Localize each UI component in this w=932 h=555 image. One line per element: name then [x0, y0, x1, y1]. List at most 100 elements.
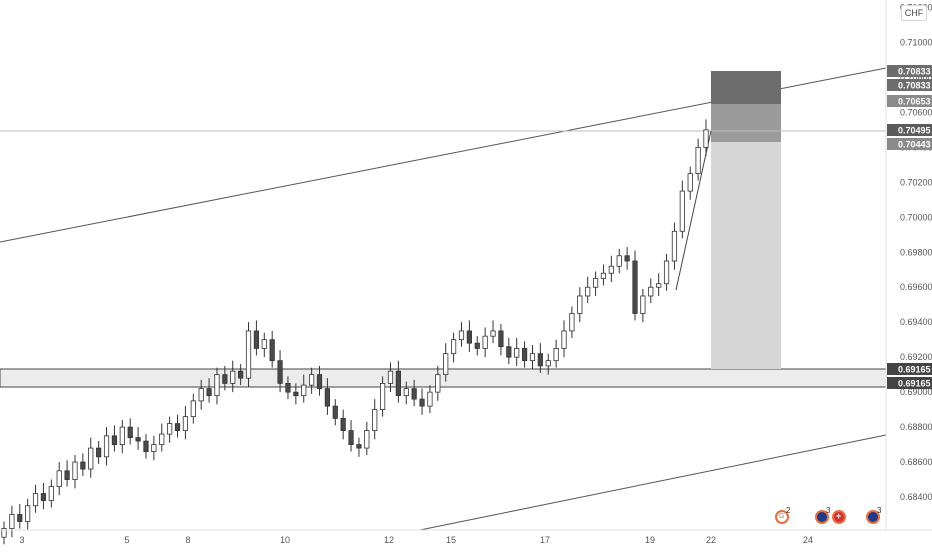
- price-tick-label: 0.70000: [900, 212, 932, 222]
- time-tick-label: 10: [280, 535, 290, 545]
- candle-body: [261, 339, 267, 349]
- candle-body: [222, 374, 228, 384]
- candle-body: [72, 461, 78, 480]
- candle-body: [340, 417, 346, 431]
- price-label-text: 0.70833: [898, 67, 931, 77]
- time-tick-label: 8: [185, 535, 190, 545]
- candle-body: [387, 370, 394, 384]
- support-zone[interactable]: [0, 368, 887, 388]
- time-tick-label: 24: [803, 535, 813, 545]
- candle-body: [285, 382, 291, 393]
- price-tick-label: 0.69800: [900, 247, 932, 257]
- candle-body: [466, 330, 472, 344]
- candle-body: [553, 348, 559, 362]
- candle-body: [206, 388, 212, 397]
- candle-body: [151, 444, 157, 452]
- candle-body: [411, 388, 417, 400]
- candle-body: [514, 348, 520, 358]
- price-label-text: 0.69165: [898, 365, 931, 375]
- candle-body: [569, 313, 575, 332]
- event-count: 2: [786, 506, 791, 515]
- drawings[interactable]: [0, 67, 887, 531]
- price-labels: 0.70833 0.70833 0.70653 0.70495 0.70443 0.691…: [887, 65, 932, 389]
- candle-body: [214, 374, 220, 397]
- candle-body: [293, 391, 299, 397]
- price-tick-label: 0.71000: [900, 37, 932, 47]
- candle-body: [324, 388, 330, 407]
- time-axis[interactable]: 3 5 8 10 12 15 17 19 22 24: [19, 535, 813, 545]
- candle-body: [277, 360, 283, 384]
- switzerland-flag-icon[interactable]: +: [832, 510, 846, 524]
- candle-body: [269, 339, 275, 362]
- candle-body: [498, 330, 504, 348]
- candle-body: [616, 255, 622, 267]
- time-tick-label: 15: [446, 535, 456, 545]
- candle-body: [174, 423, 181, 431]
- candle-body: [490, 330, 496, 337]
- candle-body: [529, 353, 536, 362]
- candle-body: [230, 370, 236, 384]
- price-label-badge: [887, 377, 932, 389]
- candle-body: [695, 146, 701, 174]
- projection-line[interactable]: [675, 130, 712, 291]
- candle-body: [364, 430, 370, 449]
- candle-body: [632, 260, 638, 314]
- candle-body: [474, 342, 480, 349]
- candle-body: [663, 260, 670, 285]
- candle-body: [687, 173, 693, 192]
- short-position-target-zone[interactable]: [711, 142, 781, 369]
- lower-trendline[interactable]: [419, 434, 887, 531]
- candle-body: [600, 272, 607, 279]
- candle-body: [506, 346, 512, 358]
- short-position-risk-zone[interactable]: [711, 104, 781, 142]
- candle-body: [608, 265, 614, 274]
- candle-body: [56, 470, 62, 487]
- candle-body: [624, 255, 630, 262]
- price-tick-label: 0.69200: [900, 352, 932, 362]
- candle-body: [679, 190, 685, 232]
- candle-body: [143, 440, 149, 452]
- candle-body: [656, 283, 662, 288]
- australia-flag-icon[interactable]: [815, 510, 829, 524]
- candle-body: [356, 444, 362, 449]
- candle-body: [395, 370, 401, 397]
- candle-body: [198, 388, 204, 402]
- candle-body: [577, 295, 583, 314]
- candle-body: [103, 435, 110, 458]
- candle-body: [640, 295, 646, 314]
- short-position-stop-zone[interactable]: [711, 71, 781, 104]
- price-tick-label: 0.70200: [900, 177, 932, 187]
- candle-body: [561, 330, 567, 349]
- candle-body: [64, 470, 70, 480]
- candle-body: [648, 286, 654, 297]
- price-label-text: 0.70653: [898, 97, 931, 107]
- time-tick-label: 5: [124, 535, 129, 545]
- time-tick-label: 3: [19, 535, 24, 545]
- price-label-badge: [887, 124, 932, 136]
- price-label-text: 0.69165: [898, 379, 931, 389]
- candle-body: [419, 398, 425, 407]
- price-label-badge: [887, 363, 932, 375]
- price-axis[interactable]: 0.712000.710000.708000.706000.704000.702…: [900, 2, 932, 502]
- time-tick-label: 17: [540, 535, 550, 545]
- candle-body: [96, 447, 102, 458]
- currency-badge[interactable]: CHF: [901, 5, 927, 21]
- candle-body: [671, 230, 678, 262]
- candle-body: [25, 505, 31, 522]
- price-tick-label: 0.68400: [900, 492, 932, 502]
- candle-body: [182, 416, 189, 431]
- candle-body: [238, 370, 244, 379]
- candle-body: [309, 374, 315, 386]
- candles: [1, 119, 709, 545]
- price-tick-label: 0.68600: [900, 457, 932, 467]
- candle-body: [159, 433, 165, 445]
- calendar-event-icon[interactable]: G: [775, 510, 789, 524]
- australia-flag-icon[interactable]: [866, 510, 880, 524]
- price-tick-label: 0.69400: [900, 317, 932, 327]
- candle-body: [135, 437, 141, 442]
- event-count: 3: [826, 506, 831, 515]
- candle-body: [403, 388, 409, 397]
- candle-body: [435, 374, 441, 393]
